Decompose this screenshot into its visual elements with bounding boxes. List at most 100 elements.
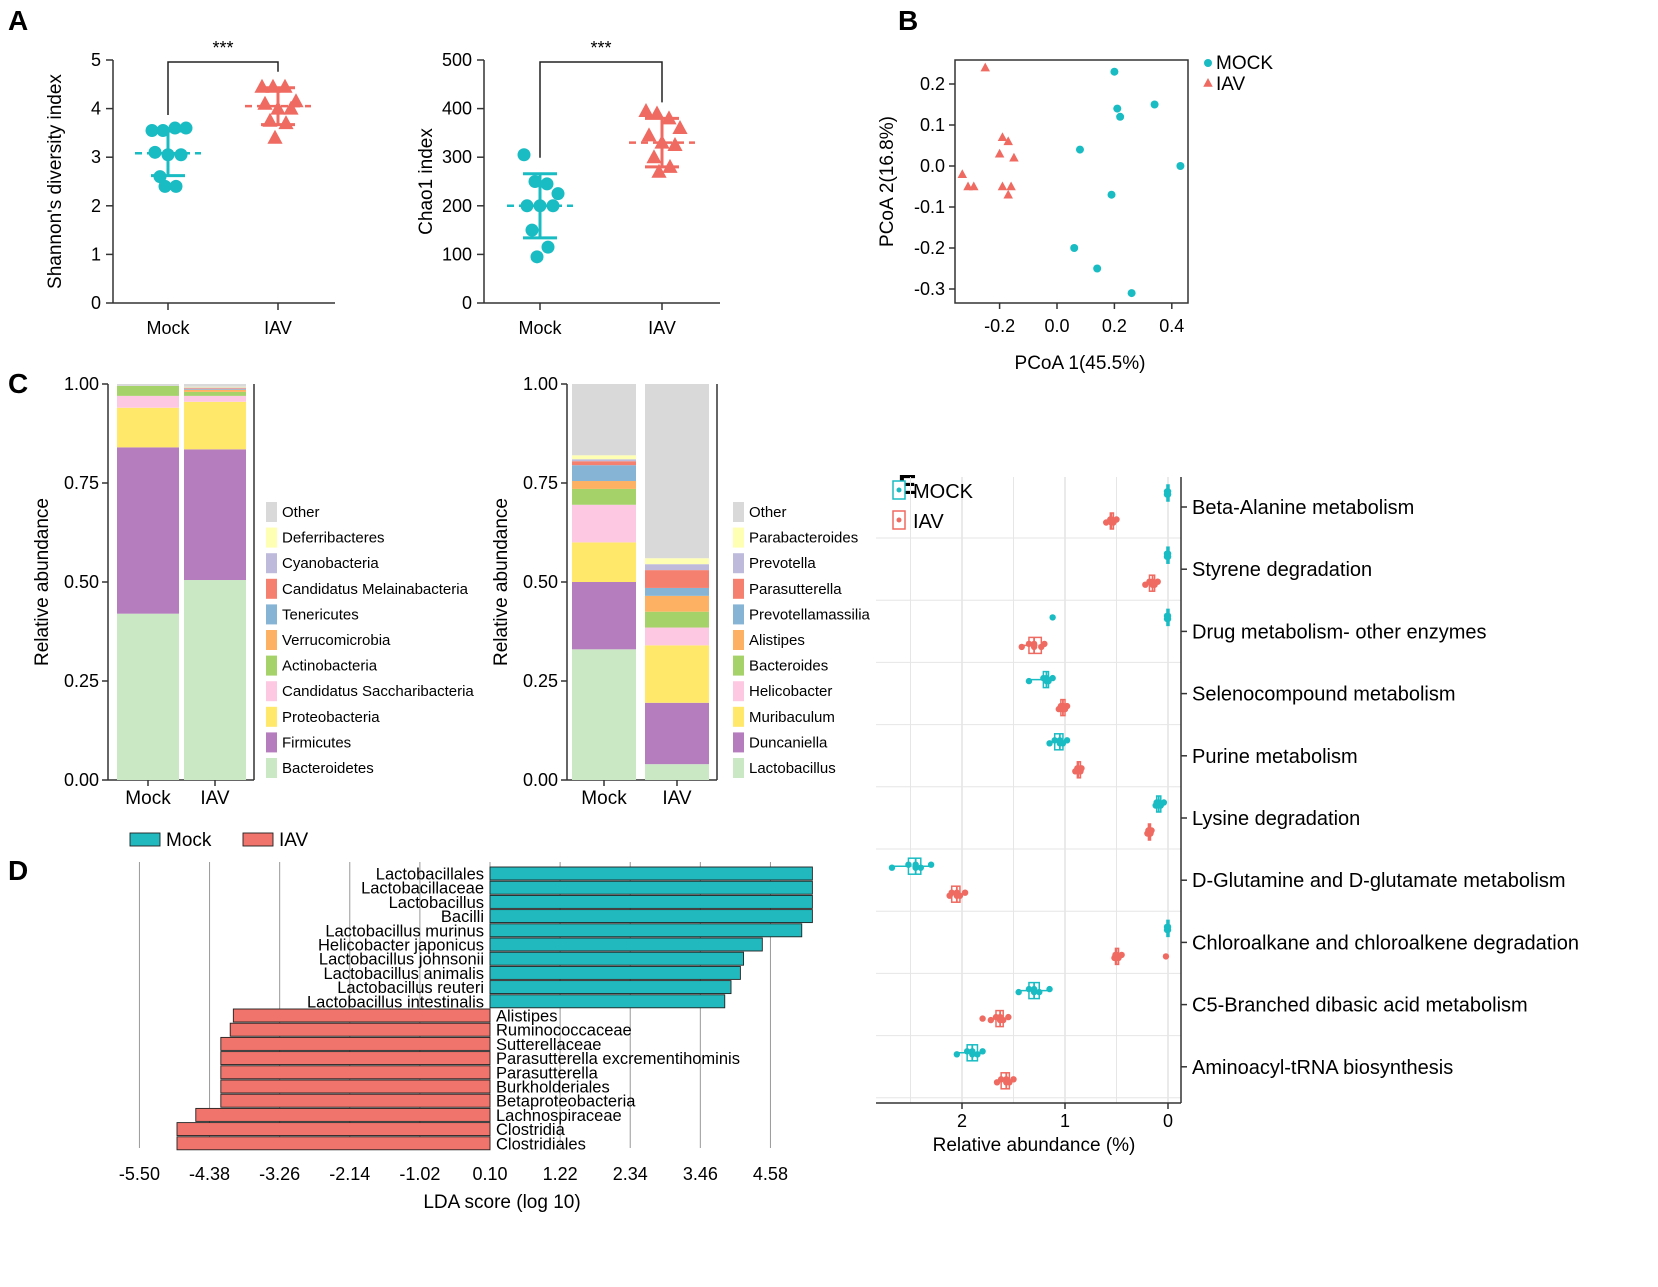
- x-tick-label: 3.46: [683, 1164, 718, 1184]
- lda-bar: [232, 1008, 491, 1023]
- stack-segment: [184, 391, 246, 396]
- data-point: [530, 250, 544, 264]
- legend-swatch: [733, 502, 744, 522]
- data-point: [957, 169, 968, 178]
- lda-bar-label: Alistipes: [496, 1008, 557, 1026]
- data-point: [1116, 112, 1125, 121]
- data-point: [1015, 988, 1022, 996]
- data-point: [953, 1051, 961, 1058]
- stack-segment: [645, 595, 709, 612]
- stack-segment: [572, 465, 636, 482]
- legend-label: Parabacteroides: [749, 530, 858, 547]
- data-point: [1056, 740, 1064, 747]
- plot-frame: [954, 59, 1189, 304]
- significance-label: ***: [590, 38, 611, 58]
- x-tick-label: -0.2: [984, 316, 1015, 336]
- x-tick-label: 0.10: [472, 1164, 507, 1184]
- data-point: [997, 181, 1008, 191]
- lda-bar: [220, 1051, 491, 1066]
- lda-bar: [489, 894, 813, 909]
- data-point: [267, 129, 283, 144]
- legend-label: Lactobacillus: [749, 760, 836, 777]
- data-point: [641, 127, 657, 142]
- lda-bar: [489, 951, 744, 966]
- panel-label-c: C: [8, 368, 28, 399]
- y-axis-title: Shannon's diversity index: [45, 74, 66, 289]
- data-point: [654, 134, 670, 149]
- x-tick-label: Mock: [146, 318, 190, 338]
- data-point: [1025, 677, 1033, 685]
- chart-pcoa: -0.2 0.0 0.2 0.4 0.2 0.1 0.0 -0.1 -0.2 -0.3 PCoA 1…: [877, 53, 1273, 374]
- data-point: [649, 105, 665, 120]
- stack-segment: [572, 461, 636, 466]
- legend-swatch: [266, 527, 277, 548]
- data-point: [174, 148, 188, 162]
- lda-bar-label: Parasutterella: [496, 1064, 599, 1082]
- y-tick-label: 1: [91, 244, 101, 264]
- legend-swatch-iav: [242, 832, 274, 847]
- lda-bar: [195, 1107, 491, 1122]
- lda-bar-label: Lactobacillus: [389, 894, 484, 912]
- x-tick-label: 0.2: [1102, 316, 1127, 336]
- legend-marker-iav: [1203, 78, 1213, 87]
- data-point: [153, 170, 167, 184]
- lda-bar-label: Lactobacillaceae: [361, 880, 484, 898]
- pathway-label: Lysine degradation: [1192, 808, 1360, 830]
- lda-bar: [220, 1079, 491, 1094]
- data-point: [1150, 100, 1159, 109]
- data-point: [270, 100, 286, 115]
- panel-label-d: D: [8, 855, 28, 886]
- data-point: [1163, 491, 1171, 498]
- data-point: [1055, 705, 1063, 713]
- x-axis-title: PCoA 1(45.5%): [1015, 353, 1146, 374]
- lda-bar-label: Lactobacillus murinus: [325, 922, 484, 940]
- data-point: [179, 121, 193, 135]
- data-point: [993, 1079, 1001, 1086]
- data-point: [257, 95, 273, 110]
- y-tick-label: 500: [442, 50, 472, 70]
- y-tick-label: 0.50: [64, 572, 99, 592]
- data-point: [551, 187, 565, 201]
- y-tick-label: 300: [442, 147, 472, 167]
- legend-dot-iav: [896, 517, 902, 523]
- data-point: [946, 892, 953, 899]
- y-tick-label: 0.50: [523, 572, 558, 592]
- stack-segment: [645, 564, 709, 571]
- data-point: [1127, 289, 1136, 298]
- legend-swatch: [733, 604, 744, 625]
- stack-segment: [572, 455, 636, 460]
- data-point: [1110, 67, 1119, 76]
- y-tick-label: 3: [91, 147, 101, 167]
- x-axis-title: LDA score (log 10): [423, 1192, 580, 1213]
- stack-segment: [184, 449, 246, 581]
- lda-bar: [489, 994, 726, 1009]
- legend-swatch: [733, 527, 744, 548]
- stack-segment: [645, 384, 709, 559]
- outlier-point: [1049, 614, 1056, 621]
- x-tick-label: IAV: [200, 788, 230, 809]
- legend-swatch: [266, 578, 277, 599]
- data-point: [278, 115, 294, 130]
- data-point: [963, 1048, 971, 1055]
- legend-label: Candidatus Saccharibacteria: [282, 683, 474, 700]
- significance-label: ***: [212, 38, 233, 58]
- panel-label-b: B: [898, 5, 918, 36]
- legend-label: Deferribacteres: [282, 530, 385, 547]
- stack-segment: [645, 645, 709, 703]
- pathway-label: Purine metabolism: [1192, 746, 1358, 768]
- stack-segment: [184, 384, 246, 387]
- legend-label: Helicobacter: [749, 683, 832, 700]
- data-point: [969, 1051, 976, 1058]
- x-tick-label: -4.38: [189, 1164, 230, 1184]
- data-point: [1072, 768, 1079, 775]
- x-tick-label: Mock: [518, 318, 562, 338]
- data-point: [540, 177, 554, 191]
- stack-segment: [117, 407, 179, 448]
- legend-swatch: [266, 758, 277, 778]
- lda-bar: [220, 1093, 491, 1108]
- data-point: [974, 1051, 981, 1058]
- legend-label: Muribaculum: [749, 709, 835, 726]
- legend-label: Prevotellamassilia: [749, 606, 871, 623]
- data-point: [265, 78, 281, 93]
- data-point: [912, 864, 919, 871]
